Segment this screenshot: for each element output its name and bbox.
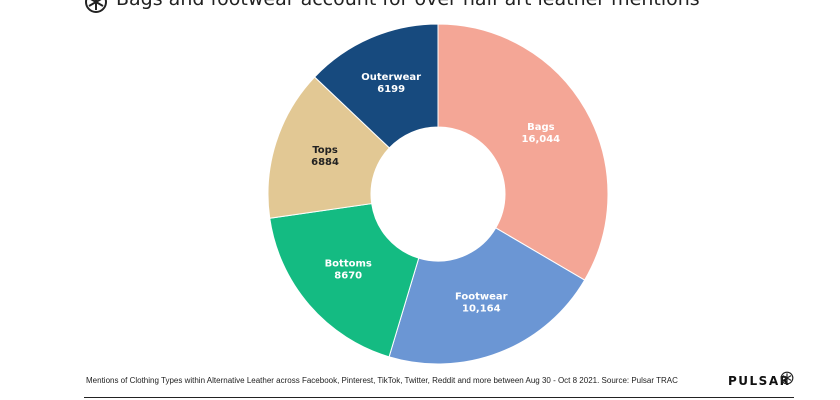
slice-value-label: 6199 [377,84,405,95]
slice-tops [267,76,391,219]
source-note: Mentions of Clothing Types within Altern… [86,376,678,385]
slice-bags [437,23,609,281]
footer-divider [84,397,794,398]
slice-label-outerwear: Outerwear 6199 [361,72,421,95]
slice-value-label: 8670 [334,270,362,281]
slice-category-label: Bottoms [325,258,372,269]
slice-value-label: 16,044 [522,134,561,145]
brand-name: PULSAR [728,374,791,388]
slice-category-label: Footwear [455,291,508,302]
slice-category-label: Tops [312,145,338,156]
slice-value-label: 6884 [311,157,339,168]
slice-label-bags: Bags 16,044 [522,122,561,145]
slice-value-label: 10,164 [462,303,501,314]
slice-category-label: Outerwear [361,72,421,83]
slice-label-footwear: Footwear 10,164 [455,291,508,314]
slice-category-label: Bags [527,122,555,133]
pulsar-mark-icon [780,371,794,385]
slice-bottoms [269,202,420,358]
slice-label-tops: Tops 6884 [311,145,339,168]
slice-footwear [388,227,586,365]
chart-title: Bags and footwear account for over half … [116,0,700,10]
pulsar-logo-icon [85,0,107,13]
slice-outerwear [313,23,439,149]
slice-label-bottoms: Bottoms 8670 [325,258,372,281]
